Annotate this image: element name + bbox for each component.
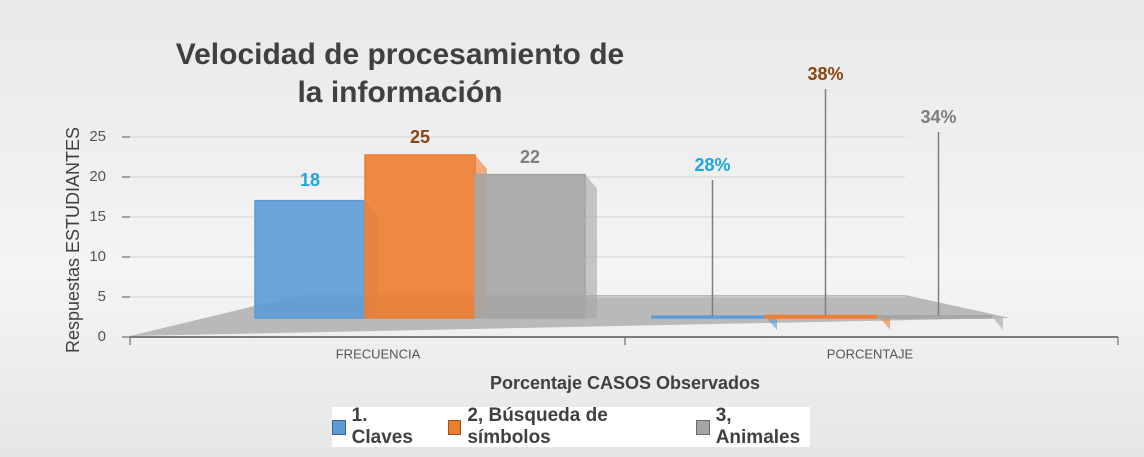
legend-swatch <box>447 419 462 435</box>
x-tick-label: FRECUENCIA <box>336 346 421 361</box>
bar-side <box>878 315 890 330</box>
bar-side <box>991 315 1003 330</box>
bar-side <box>765 316 777 331</box>
data-label: 34% <box>920 107 956 127</box>
legend-label: 1. Claves <box>351 405 413 448</box>
chart-title: Velocidad de procesamiento de la informa… <box>175 38 625 109</box>
bar <box>764 314 879 319</box>
x-tick-label: PORCENTAJE <box>827 346 914 361</box>
legend-item: 3, Animales <box>696 405 810 449</box>
y-axis-label: Respuestas ESTUDIANTES <box>63 127 83 353</box>
x-axis-label: Porcentaje CASOS Observados <box>490 373 760 393</box>
data-label: 25 <box>410 127 430 147</box>
legend-item: 1. Claves <box>332 405 426 449</box>
data-label: 28% <box>694 155 730 175</box>
bar <box>254 199 366 319</box>
bar <box>474 173 586 319</box>
data-label: 22 <box>520 147 540 167</box>
bar <box>651 315 766 319</box>
legend-label: 2, Búsqueda de símbolos <box>467 405 608 448</box>
legend-swatch <box>332 419 346 435</box>
legend: 1. Claves 2, Búsqueda de símbolos 3, Anima… <box>332 405 810 449</box>
y-tick-label: 25 <box>89 128 106 145</box>
bar <box>364 154 476 319</box>
data-label: 38% <box>807 64 843 84</box>
bar <box>877 315 992 319</box>
data-label: 18 <box>300 170 320 190</box>
y-tick-label: 0 <box>98 328 106 345</box>
legend-item: 2, Búsqueda de símbolos <box>447 405 674 449</box>
legend-label: 3, Animales <box>715 405 801 448</box>
y-tick-label: 10 <box>89 248 106 265</box>
y-tick-label: 5 <box>98 288 106 305</box>
legend-swatch <box>696 419 710 435</box>
y-tick-label: 20 <box>89 168 106 185</box>
y-tick-label: 15 <box>89 208 106 225</box>
bar-side <box>585 174 597 318</box>
